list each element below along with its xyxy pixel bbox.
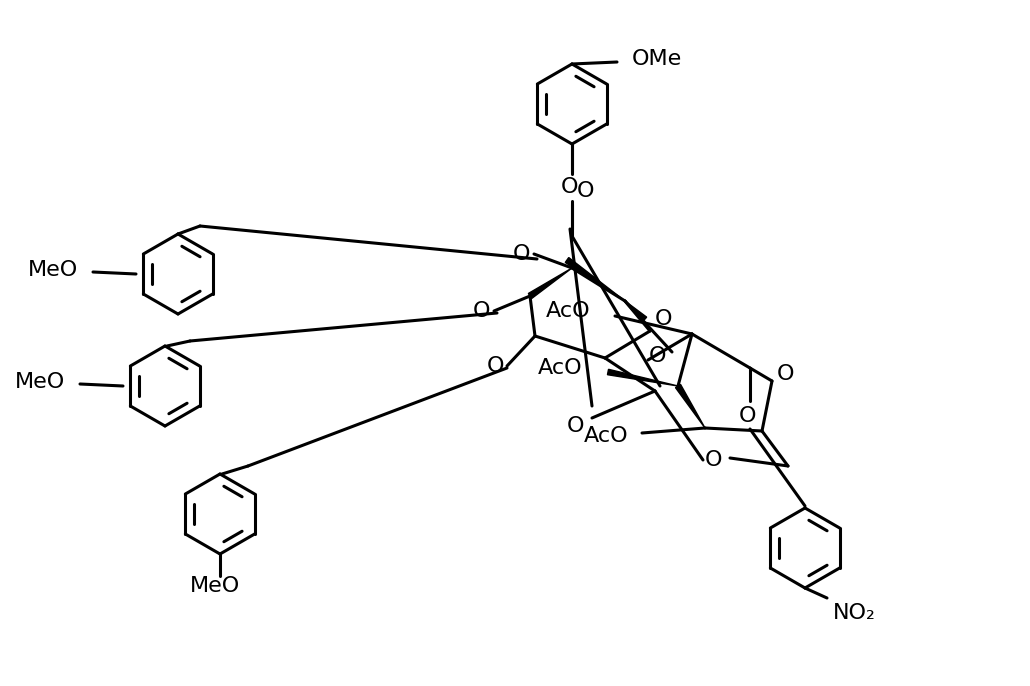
Text: O: O <box>513 244 530 264</box>
Text: O: O <box>473 301 490 321</box>
Text: NO₂: NO₂ <box>833 603 876 623</box>
Text: AcO: AcO <box>538 358 582 378</box>
Text: O: O <box>561 177 579 197</box>
Polygon shape <box>625 301 647 321</box>
Polygon shape <box>528 268 572 298</box>
Text: O: O <box>649 346 666 366</box>
Text: O: O <box>577 181 594 201</box>
Text: O: O <box>740 406 757 426</box>
Text: O: O <box>486 356 504 376</box>
Text: MeO: MeO <box>14 372 65 392</box>
Polygon shape <box>676 384 705 428</box>
Text: AcO: AcO <box>583 426 628 446</box>
Text: O: O <box>655 309 673 329</box>
Text: AcO: AcO <box>545 301 590 321</box>
Text: O: O <box>566 416 584 436</box>
Polygon shape <box>565 257 625 301</box>
Polygon shape <box>608 369 678 386</box>
Text: MeO: MeO <box>190 576 240 596</box>
Text: MeO: MeO <box>28 260 78 280</box>
Text: OMe: OMe <box>632 49 682 69</box>
Text: O: O <box>778 364 795 384</box>
Text: O: O <box>706 450 723 470</box>
